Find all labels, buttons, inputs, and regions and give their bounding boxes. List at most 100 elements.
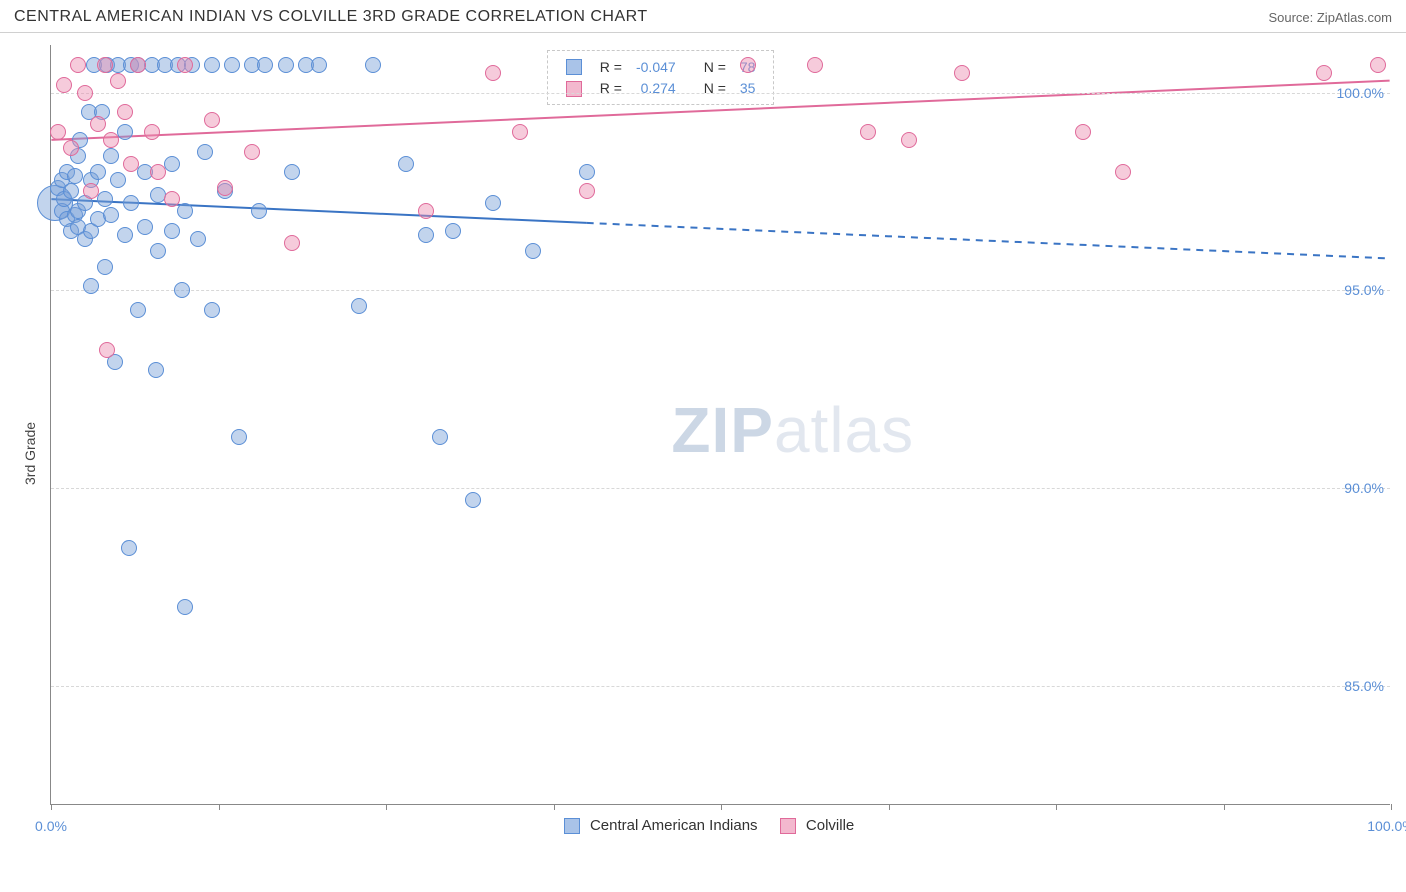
scatter-point-colville bbox=[244, 144, 260, 160]
n-label: N = bbox=[698, 78, 732, 97]
scatter-point-central_american_indians bbox=[278, 57, 294, 73]
y-tick-label: 100.0% bbox=[1337, 85, 1384, 101]
scatter-point-colville bbox=[144, 124, 160, 140]
scatter-point-central_american_indians bbox=[284, 164, 300, 180]
scatter-point-central_american_indians bbox=[110, 172, 126, 188]
scatter-point-colville bbox=[56, 77, 72, 93]
scatter-point-central_american_indians bbox=[204, 302, 220, 318]
scatter-point-colville bbox=[70, 57, 86, 73]
y-tick-label: 85.0% bbox=[1344, 678, 1384, 694]
scatter-point-central_american_indians bbox=[137, 219, 153, 235]
legend-row-series-0: R = -0.047 N = 78 bbox=[560, 57, 762, 76]
x-tick-label: 100.0% bbox=[1367, 818, 1406, 834]
scatter-point-colville bbox=[1115, 164, 1131, 180]
r-label: R = bbox=[594, 57, 628, 76]
scatter-point-central_american_indians bbox=[63, 183, 79, 199]
watermark-rest: atlas bbox=[774, 394, 914, 466]
scatter-point-colville bbox=[177, 57, 193, 73]
scatter-point-central_american_indians bbox=[251, 203, 267, 219]
scatter-point-central_american_indians bbox=[150, 243, 166, 259]
scatter-point-colville bbox=[99, 342, 115, 358]
chart-container: 3rd Grade ZIPatlas R = -0.047 N = 78 R = bbox=[40, 45, 1392, 835]
scatter-point-colville bbox=[130, 57, 146, 73]
x-tick bbox=[554, 804, 555, 810]
y-tick-label: 95.0% bbox=[1344, 282, 1384, 298]
y-axis-label: 3rd Grade bbox=[22, 422, 38, 485]
legend-swatch-1 bbox=[780, 818, 796, 834]
scatter-point-central_american_indians bbox=[311, 57, 327, 73]
scatter-point-central_american_indians bbox=[525, 243, 541, 259]
x-tick bbox=[721, 804, 722, 810]
x-tick bbox=[889, 804, 890, 810]
scatter-point-central_american_indians bbox=[83, 278, 99, 294]
scatter-point-central_american_indians bbox=[398, 156, 414, 172]
legend-label-1: Colville bbox=[806, 817, 854, 834]
scatter-point-central_american_indians bbox=[67, 168, 83, 184]
source-label: Source: ZipAtlas.com bbox=[1268, 10, 1392, 25]
scatter-point-central_american_indians bbox=[579, 164, 595, 180]
scatter-point-colville bbox=[164, 191, 180, 207]
correlation-legend: R = -0.047 N = 78 R = 0.274 N = 35 bbox=[547, 50, 775, 105]
scatter-point-central_american_indians bbox=[174, 282, 190, 298]
r-label: R = bbox=[594, 78, 628, 97]
scatter-point-central_american_indians bbox=[177, 203, 193, 219]
scatter-point-colville bbox=[807, 57, 823, 73]
scatter-point-colville bbox=[1316, 65, 1332, 81]
scatter-point-colville bbox=[901, 132, 917, 148]
scatter-point-colville bbox=[123, 156, 139, 172]
page-title: CENTRAL AMERICAN INDIAN VS COLVILLE 3RD … bbox=[14, 8, 648, 26]
trendline-dashed-central_american_indians bbox=[587, 223, 1390, 259]
scatter-point-central_american_indians bbox=[465, 492, 481, 508]
scatter-point-central_american_indians bbox=[197, 144, 213, 160]
scatter-point-colville bbox=[284, 235, 300, 251]
scatter-point-central_american_indians bbox=[97, 191, 113, 207]
legend-row-series-1: R = 0.274 N = 35 bbox=[560, 78, 762, 97]
scatter-point-colville bbox=[418, 203, 434, 219]
scatter-point-colville bbox=[117, 104, 133, 120]
x-tick bbox=[1056, 804, 1057, 810]
gridline-h bbox=[51, 290, 1390, 291]
swatch-series-1 bbox=[566, 81, 582, 97]
scatter-point-central_american_indians bbox=[121, 540, 137, 556]
series-legend: Central American Indians Colville bbox=[546, 817, 854, 834]
scatter-point-colville bbox=[150, 164, 166, 180]
scatter-point-central_american_indians bbox=[204, 57, 220, 73]
scatter-point-colville bbox=[90, 116, 106, 132]
scatter-point-colville bbox=[217, 180, 233, 196]
scatter-point-colville bbox=[204, 112, 220, 128]
swatch-series-0 bbox=[566, 59, 582, 75]
scatter-point-colville bbox=[110, 73, 126, 89]
scatter-point-central_american_indians bbox=[432, 429, 448, 445]
scatter-point-central_american_indians bbox=[117, 227, 133, 243]
x-tick bbox=[1224, 804, 1225, 810]
n-value-1: 35 bbox=[734, 78, 762, 97]
scatter-point-colville bbox=[512, 124, 528, 140]
scatter-point-central_american_indians bbox=[177, 599, 193, 615]
n-label: N = bbox=[698, 57, 732, 76]
scatter-point-colville bbox=[1370, 57, 1386, 73]
scatter-point-colville bbox=[63, 140, 79, 156]
scatter-point-colville bbox=[103, 132, 119, 148]
plot-area: ZIPatlas R = -0.047 N = 78 R = 0.274 bbox=[50, 45, 1390, 805]
x-tick-label: 0.0% bbox=[35, 818, 67, 834]
r-value-1: 0.274 bbox=[630, 78, 682, 97]
scatter-point-central_american_indians bbox=[257, 57, 273, 73]
scatter-point-colville bbox=[50, 124, 66, 140]
scatter-point-central_american_indians bbox=[351, 298, 367, 314]
scatter-point-colville bbox=[740, 57, 756, 73]
scatter-point-central_american_indians bbox=[123, 195, 139, 211]
legend-swatch-0 bbox=[564, 818, 580, 834]
x-tick bbox=[51, 804, 52, 810]
r-value-0: -0.047 bbox=[630, 57, 682, 76]
scatter-point-central_american_indians bbox=[445, 223, 461, 239]
scatter-point-central_american_indians bbox=[148, 362, 164, 378]
scatter-point-central_american_indians bbox=[224, 57, 240, 73]
scatter-point-colville bbox=[954, 65, 970, 81]
x-tick bbox=[1391, 804, 1392, 810]
scatter-point-central_american_indians bbox=[97, 259, 113, 275]
scatter-point-central_american_indians bbox=[164, 223, 180, 239]
x-tick bbox=[386, 804, 387, 810]
scatter-point-central_american_indians bbox=[190, 231, 206, 247]
x-tick bbox=[219, 804, 220, 810]
scatter-point-colville bbox=[97, 57, 113, 73]
